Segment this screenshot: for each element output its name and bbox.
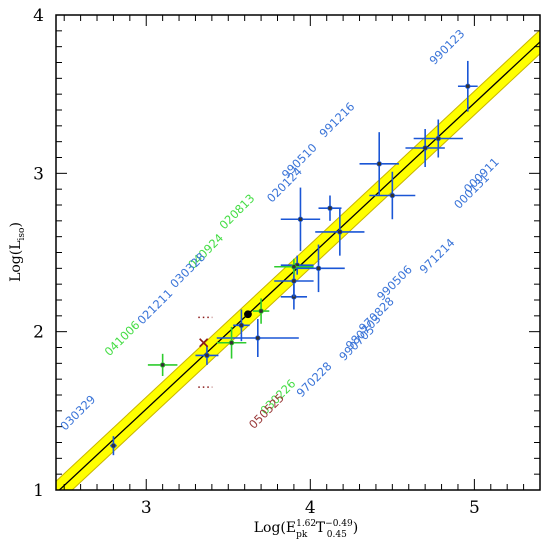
x-label-mid: T	[311, 520, 325, 536]
point-marker	[244, 310, 252, 319]
data-point	[216, 326, 247, 359]
point-marker	[291, 278, 297, 284]
grb-label: 970228	[294, 359, 335, 400]
point-marker	[337, 229, 343, 235]
y-axis-title: Log(Liso)	[8, 222, 27, 282]
x-label-sup2: −0.49	[325, 519, 353, 529]
data-point	[359, 132, 399, 196]
point-marker	[389, 192, 396, 199]
x-label-sub1: pk	[296, 530, 308, 540]
y-tick-label: 3	[33, 164, 44, 184]
point-marker	[297, 216, 304, 222]
y-label-base: Log(L	[8, 240, 24, 281]
grb-label: 990123	[426, 27, 467, 68]
point-marker	[110, 442, 117, 449]
point-marker	[422, 145, 428, 151]
x-tick-label: 3	[141, 498, 152, 518]
data-point	[274, 258, 314, 275]
point-marker	[204, 352, 210, 359]
point-marker	[327, 205, 333, 211]
point-marker	[315, 265, 322, 272]
grb-label: 030329	[57, 392, 98, 433]
y-label-sub: iso	[17, 228, 27, 241]
point-marker	[376, 161, 382, 167]
y-tick-label: 4	[33, 6, 44, 26]
x-tick-label: 4	[305, 498, 316, 518]
limit-cross-marker	[199, 338, 209, 348]
grb-label: 990506	[374, 262, 415, 303]
point-marker	[258, 308, 264, 314]
data-point	[252, 298, 270, 324]
data-point	[110, 436, 117, 456]
data-point	[233, 309, 250, 342]
y-label-end: )	[8, 222, 24, 227]
point-marker	[255, 335, 261, 341]
plot-content	[56, 29, 540, 490]
data-point	[147, 353, 178, 376]
x-tick-label: 5	[469, 498, 480, 518]
data-point	[315, 208, 365, 256]
grb-label: 021211	[134, 286, 175, 327]
point-marker	[228, 340, 235, 346]
cross-stroke	[199, 338, 209, 348]
y-tick-label: 2	[33, 323, 44, 343]
y-tick-label: 1	[33, 481, 44, 501]
x-label-sup1: 1.62	[296, 519, 316, 529]
y-axis-label: Log(Liso)	[8, 222, 27, 282]
x-label-sub2: 0.45	[327, 530, 347, 540]
grb-label: 050525	[246, 391, 287, 432]
point-marker	[465, 83, 471, 89]
grb-label: 041006	[102, 318, 143, 359]
x-axis-title: Log(E1.62 pk T−0.49 0.45)	[254, 519, 359, 540]
data-point	[280, 187, 321, 251]
point-marker	[435, 135, 441, 142]
x-label-base: Log(E	[254, 520, 296, 536]
fit-band	[56, 30, 540, 490]
x-axis-label: Log(E1.62 pk T−0.49 0.45)	[254, 519, 359, 540]
data-point	[318, 195, 342, 221]
grb-label: 020813	[216, 191, 257, 232]
fit-band-upper-edge	[56, 29, 540, 482]
data-point	[457, 60, 478, 112]
point-marker	[159, 362, 166, 368]
grb-label: 991216	[317, 99, 358, 140]
data-point	[195, 345, 219, 365]
grb-label: 971214	[417, 236, 458, 277]
plot-area: 9901239912169905100201240208130409240303…	[33, 6, 541, 518]
fit-band-lower-edge	[71, 53, 540, 490]
x-label-end: )	[353, 520, 358, 536]
data-point	[369, 171, 416, 220]
grb-label: 030328	[167, 250, 208, 291]
data-point	[216, 319, 299, 357]
point-marker	[291, 264, 297, 270]
data-point	[413, 119, 463, 158]
point-marker	[238, 322, 245, 329]
data-point	[244, 310, 252, 319]
data-point	[292, 244, 345, 293]
